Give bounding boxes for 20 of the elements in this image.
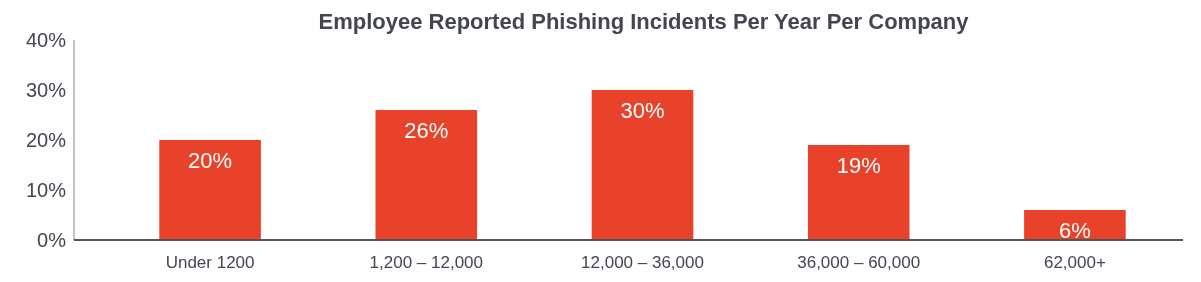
data-label: 6% (1059, 218, 1091, 243)
data-label: 30% (620, 98, 665, 123)
bar (807, 145, 910, 240)
x-tick-label: Under 1200 (165, 253, 255, 272)
y-tick-label: 20% (25, 129, 67, 151)
y-tick-label: 30% (25, 79, 67, 101)
x-tick-label: 36,000 – 60,000 (797, 253, 921, 272)
data-label: 19% (836, 153, 881, 178)
bar (375, 110, 478, 240)
x-tick-label: 62,000+ (1043, 253, 1106, 272)
y-tick-label: 0% (37, 229, 67, 251)
bar (591, 90, 694, 240)
y-tick-label: 10% (25, 179, 67, 201)
data-label: 26% (404, 118, 449, 143)
x-tick-label: 12,000 – 36,000 (581, 253, 704, 272)
chart-title: Employee Reported Phishing Incidents Per Year Per Company (318, 9, 970, 34)
x-tick-label: 1,200 – 12,000 (369, 253, 484, 272)
y-tick-label: 40% (25, 29, 67, 51)
bar (159, 140, 261, 240)
data-label: 20% (188, 148, 233, 173)
